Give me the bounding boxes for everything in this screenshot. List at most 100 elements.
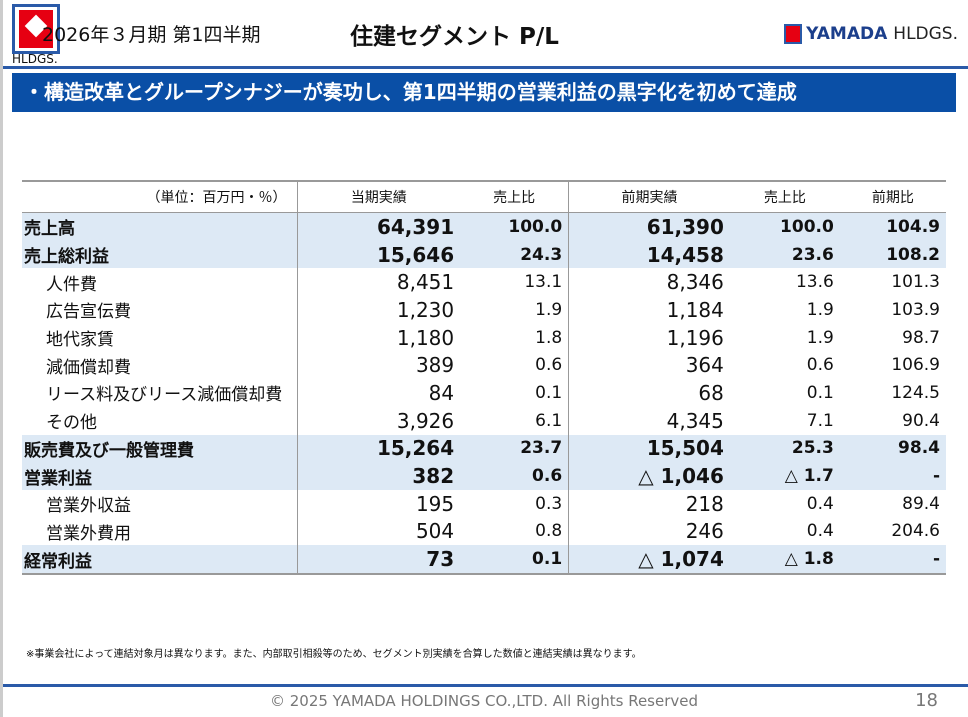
row-label: その他 xyxy=(46,413,97,434)
cell-value: 204.6 xyxy=(891,521,940,542)
cell-value: 61,390 xyxy=(568,212,730,241)
cell-value: 0.1 xyxy=(806,382,834,403)
cell-value: 0.4 xyxy=(806,521,834,542)
cell-value: 0.1 xyxy=(460,545,569,575)
column-header: （単位：百万円・％） xyxy=(22,180,298,213)
table-row: 人件費 8,451 13.1 8,346 13.6 101.3 xyxy=(22,268,946,297)
brand-name: YAMADA xyxy=(806,24,888,44)
cell-value: 15,504 xyxy=(568,434,730,463)
row-label: 地代家賃 xyxy=(46,330,114,351)
table-row: 売上高 64,391 100.0 61,390 100.0 104.9 xyxy=(22,212,946,241)
cell-value: 246 xyxy=(568,517,730,546)
table-row: 減価償却費 389 0.6 364 0.6 106.9 xyxy=(22,351,946,380)
brand-logo: YAMADA HLDGS. xyxy=(784,24,958,44)
cell-value: 64,391 xyxy=(296,212,461,241)
row-label: 売上高 xyxy=(22,212,298,241)
row-label: 営業外収益 xyxy=(46,496,131,517)
cell-value: 14,458 xyxy=(568,240,730,269)
cell-value: 0.6 xyxy=(535,355,563,376)
column-header: 当期実績 xyxy=(296,180,461,213)
cell-value: 1.9 xyxy=(806,299,834,320)
column-header: 売上比 xyxy=(729,180,840,213)
table-row: 営業利益 382 0.6 △ 1,046 △ 1.7- xyxy=(22,462,946,490)
column-header: 前期実績 xyxy=(568,180,730,213)
cell-value: 8,451 xyxy=(296,268,461,297)
page-number: 18 xyxy=(915,690,938,711)
table-row: その他 3,926 6.1 4,345 7.1 90.4 xyxy=(22,406,946,435)
cell-value: 98.4 xyxy=(839,434,946,463)
cell-value: 3,926 xyxy=(296,406,461,435)
cell-value: 15,264 xyxy=(296,434,461,463)
cell-value: △ 1.7 xyxy=(729,462,840,490)
cell-value: △ 1.8 xyxy=(729,545,840,575)
table-row: 営業外収益 195 0.3 218 0.4 89.4 xyxy=(22,489,946,518)
cell-value: 98.7 xyxy=(902,327,940,348)
row-label: 経常利益 xyxy=(22,545,298,575)
row-label: 人件費 xyxy=(46,274,97,295)
cell-value: 8,346 xyxy=(568,268,730,297)
row-label: 販売費及び一般管理費 xyxy=(22,434,298,463)
cell-value: 89.4 xyxy=(902,493,940,514)
cell-value: 23.7 xyxy=(460,434,569,463)
cell-value: 7.1 xyxy=(806,410,834,431)
cell-value: 382 xyxy=(296,462,461,490)
headline-banner: ・構造改革とグループシナジーが奏功し、第1四半期の営業利益の黒字化を初めて達成 xyxy=(12,73,956,112)
header-divider xyxy=(3,66,968,69)
cell-value: 13.1 xyxy=(524,272,563,293)
cell-value: 100.0 xyxy=(729,212,840,241)
cell-value: - xyxy=(839,462,946,490)
cell-value: 103.9 xyxy=(891,299,940,320)
table-row: 経常利益 73 0.1 △ 1,074 △ 1.8- xyxy=(22,545,946,575)
cell-value: 364 xyxy=(568,351,730,380)
cell-value: 1,180 xyxy=(296,323,461,352)
row-label: 減価償却費 xyxy=(46,357,131,378)
footnote: ※事業会社によって連結対象月は異なります。また、内部取引相殺等のため、セグメント… xyxy=(26,649,642,660)
table-row: 販売費及び一般管理費 15,264 23.7 15,504 25.3 98.4 xyxy=(22,434,946,463)
cell-value: 0.4 xyxy=(806,493,834,514)
cell-value: 0.6 xyxy=(460,462,569,490)
cell-value: 389 xyxy=(296,351,461,380)
cell-value: 1.9 xyxy=(806,327,834,348)
cell-value: 124.5 xyxy=(891,382,940,403)
cell-value: 73 xyxy=(296,545,461,575)
cell-value: 108.2 xyxy=(839,240,946,269)
cell-value: 15,646 xyxy=(296,240,461,269)
frame-edge xyxy=(0,0,3,717)
cell-value: 1,196 xyxy=(568,323,730,352)
cell-value: 0.3 xyxy=(535,493,563,514)
cell-value: 0.8 xyxy=(535,521,563,542)
logo-text: HLDGS. xyxy=(12,52,58,66)
period-label: 2026年３月期 第1四半期 xyxy=(42,24,261,46)
row-label: 広告宣伝費 xyxy=(46,302,131,323)
cell-value: 504 xyxy=(296,517,461,546)
footer-divider xyxy=(3,684,968,687)
cell-value: 0.6 xyxy=(806,355,834,376)
cell-value: 4,345 xyxy=(568,406,730,435)
page-title: 住建セグメント P/L xyxy=(350,24,559,50)
row-label: 営業利益 xyxy=(22,462,298,490)
pl-table: （単位：百万円・％） 当期実績 売上比 前期実績 売上比 前期比 売上高 64,391 100… xyxy=(22,180,946,575)
cell-value: 1.8 xyxy=(535,327,563,348)
brand-mark-icon xyxy=(784,24,803,44)
cell-value: 84 xyxy=(296,379,461,407)
cell-value: 1.9 xyxy=(535,299,563,320)
cell-value: 13.6 xyxy=(795,272,834,293)
table-row: 地代家賃 1,180 1.8 1,196 1.9 98.7 xyxy=(22,323,946,352)
table-row: 広告宣伝費 1,230 1.9 1,184 1.9 103.9 xyxy=(22,296,946,324)
cell-value: 101.3 xyxy=(891,272,940,293)
column-header: 売上比 xyxy=(460,180,569,213)
cell-value: 104.9 xyxy=(839,212,946,241)
table-row: 営業外費用 504 0.8 246 0.4 204.6 xyxy=(22,517,946,546)
copyright: © 2025 YAMADA HOLDINGS CO.,LTD. All Righ… xyxy=(269,692,699,710)
cell-value: 195 xyxy=(296,489,461,518)
cell-value: 68 xyxy=(568,379,730,407)
cell-value: △ 1,074 xyxy=(568,545,730,575)
cell-value: 1,184 xyxy=(568,296,730,324)
cell-value: 106.9 xyxy=(891,355,940,376)
cell-value: 24.3 xyxy=(460,240,569,269)
cell-value: 6.1 xyxy=(535,410,563,431)
cell-value: 1,230 xyxy=(296,296,461,324)
yamada-logo-icon xyxy=(12,4,60,54)
cell-value: 25.3 xyxy=(729,434,840,463)
row-label: 売上総利益 xyxy=(22,240,298,269)
